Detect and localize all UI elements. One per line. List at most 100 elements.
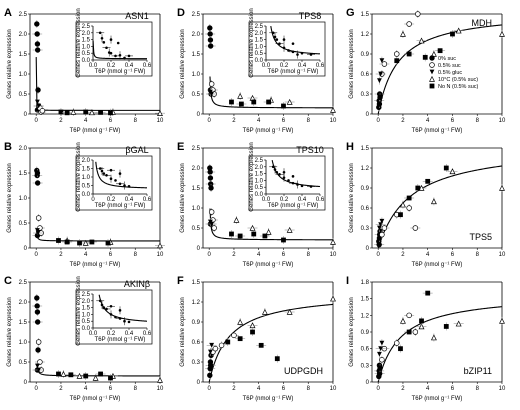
x-tick-label: 10 bbox=[499, 118, 506, 124]
data-point bbox=[108, 110, 113, 116]
x-tick-label: 0 bbox=[35, 386, 39, 392]
x-tick-label: 6 bbox=[282, 386, 286, 392]
data-point bbox=[35, 99, 40, 105]
data-point bbox=[406, 329, 412, 335]
y-tick-label: 2.0 bbox=[255, 165, 264, 171]
x-axis-label: T6P (nmol g⁻¹ FW) bbox=[70, 128, 121, 134]
gene-name: AKINβ bbox=[124, 279, 150, 289]
x-tick-label: 4 bbox=[257, 118, 261, 124]
data-point bbox=[406, 195, 412, 201]
data-point bbox=[381, 225, 388, 231]
y-tick-label: 0.5 bbox=[82, 51, 91, 57]
x-tick-label: 0.6 bbox=[316, 63, 325, 69]
gene-name: ASN1 bbox=[125, 11, 149, 21]
data-point bbox=[330, 295, 336, 302]
inset-frame bbox=[248, 155, 326, 211]
data-point bbox=[379, 340, 385, 346]
x-tick-label: 4 bbox=[257, 386, 261, 392]
data-point bbox=[499, 184, 505, 191]
inset-data-point bbox=[100, 169, 104, 173]
gene-name: TPS8 bbox=[299, 11, 322, 21]
gene-name: TPS5 bbox=[469, 232, 492, 242]
legend-marker bbox=[429, 83, 435, 89]
data-point bbox=[34, 31, 40, 37]
data-point bbox=[34, 295, 40, 301]
y-axis-label: Genes relative expression bbox=[7, 29, 13, 98]
x-tick-label: 0.4 bbox=[298, 63, 307, 69]
inset-data-point bbox=[123, 184, 126, 187]
x-tick-label: 0 bbox=[377, 118, 381, 124]
x-tick-label: 6 bbox=[109, 386, 113, 392]
y-tick-label: 2.5 bbox=[19, 12, 28, 18]
y-tick-label: 0.5 bbox=[192, 226, 201, 232]
data-point bbox=[281, 237, 286, 243]
y-tick-label: 0.5 bbox=[19, 221, 28, 227]
y-tick-label: 0.5 bbox=[19, 360, 28, 366]
inset-data-point bbox=[271, 31, 275, 35]
inset-data-point bbox=[300, 184, 304, 188]
x-tick-label: 10 bbox=[330, 252, 337, 258]
data-point bbox=[443, 324, 449, 329]
data-point bbox=[157, 110, 163, 116]
x-tick-label: 10 bbox=[499, 252, 506, 258]
inset-data-point bbox=[278, 172, 281, 176]
inset-data-point bbox=[98, 167, 102, 170]
x-tick-label: 0 bbox=[35, 252, 39, 258]
data-point bbox=[251, 99, 257, 105]
fit-curve bbox=[35, 57, 160, 111]
data-point bbox=[261, 308, 268, 315]
y-tick-label: 1.0 bbox=[255, 178, 264, 184]
y-tick-label: 2.5 bbox=[192, 12, 201, 18]
y-axis-label: Genes relative expression bbox=[349, 29, 355, 98]
inset-data-point bbox=[114, 54, 117, 58]
y-axis-label: Genes relative expression bbox=[249, 142, 255, 211]
y-tick-label: 1.0 bbox=[19, 340, 28, 346]
y-tick-label: 0.0 bbox=[255, 192, 264, 198]
data-point bbox=[415, 11, 421, 17]
inset-data-point bbox=[127, 185, 131, 188]
y-tick-label: 2.5 bbox=[19, 280, 28, 286]
inset-data-point bbox=[109, 51, 113, 55]
data-point bbox=[34, 170, 41, 176]
x-tick-label: 0 bbox=[208, 386, 212, 392]
y-tick-label: 2.5 bbox=[82, 292, 91, 298]
x-axis-label: T6P (nmol g⁻¹ FW) bbox=[95, 203, 146, 209]
data-point bbox=[56, 371, 61, 377]
inset-data-point bbox=[100, 36, 104, 40]
data-point bbox=[209, 342, 215, 348]
data-point bbox=[412, 225, 419, 231]
y-tick-label: 1.5 bbox=[361, 146, 370, 152]
data-point bbox=[274, 356, 280, 362]
y-tick-label: 1.5 bbox=[255, 38, 264, 44]
x-axis-label: T6P (nmol g⁻¹ FW) bbox=[268, 69, 319, 75]
data-point bbox=[208, 349, 213, 355]
y-tick-label: 2.0 bbox=[19, 146, 28, 152]
x-tick-label: 0 bbox=[208, 252, 212, 258]
x-tick-label: 4 bbox=[426, 386, 430, 392]
data-point bbox=[105, 240, 111, 246]
inset-data-point bbox=[273, 168, 277, 171]
inset-data-point bbox=[127, 320, 131, 324]
inset-data-point bbox=[291, 42, 295, 45]
x-tick-label: 2 bbox=[59, 118, 63, 124]
y-tick-label: 0.5 bbox=[82, 184, 91, 190]
inset-data-point bbox=[127, 54, 131, 58]
panel-g: 0 2 4 6 8 10 0 0.3 0.6 0.9 1.2 1.5 T6P (nmol g⁻¹ FW)… bbox=[346, 7, 506, 134]
panel-label: E bbox=[177, 141, 184, 153]
x-tick-label: 0.4 bbox=[298, 197, 307, 203]
data-point bbox=[207, 43, 214, 49]
y-tick-label: 1.5 bbox=[361, 297, 370, 303]
x-axis-label: T6P (nmol g⁻¹ FW) bbox=[243, 396, 294, 402]
y-tick-label: 0.3 bbox=[361, 226, 370, 232]
y-tick-label: 1.5 bbox=[19, 171, 28, 177]
y-tick-label: 2.0 bbox=[192, 166, 201, 172]
data-point bbox=[455, 27, 462, 34]
data-point bbox=[77, 240, 82, 246]
y-tick-label: 1.5 bbox=[82, 38, 91, 44]
data-point bbox=[249, 224, 256, 231]
x-tick-label: 0.6 bbox=[143, 331, 152, 337]
x-tick-label: 0.0 bbox=[89, 63, 98, 69]
y-tick-label: 2.0 bbox=[82, 158, 91, 164]
